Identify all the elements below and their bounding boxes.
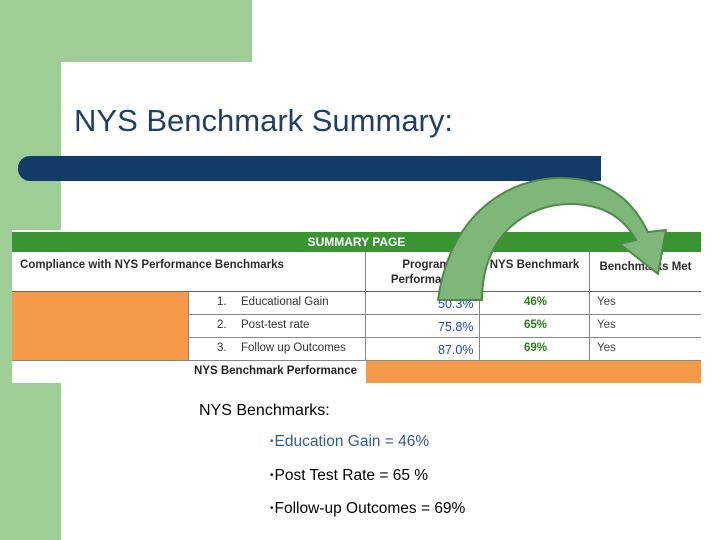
row-3-met: Yes [597, 342, 616, 354]
nys-benchmark-header: NYS Benchmark [489, 259, 580, 271]
row-3-benchmark: 69% [524, 342, 548, 354]
benchmark-item-1-text: Education Gain = 46% [274, 433, 430, 450]
row-label-header: Compliance with NYS Performance Benchmar… [20, 259, 284, 271]
grid-line [12, 360, 701, 361]
curved-arrow [437, 177, 667, 301]
grid-line [188, 314, 701, 315]
grid-line [188, 337, 701, 338]
grid-line [479, 252, 480, 360]
footer-label: NYS Benchmark Performance [12, 361, 365, 383]
row-2-program: 75.8% [438, 320, 474, 334]
slide-title: NYS Benchmark Summary: [74, 103, 453, 138]
grid-line [589, 252, 590, 360]
benchmark-item-3-text: Follow-up Outcomes = 69% [274, 500, 466, 517]
orange-block-left [12, 292, 188, 360]
row-1-num: 1. [217, 296, 227, 308]
benchmarks-met-header: Benchmarks Met [599, 261, 692, 273]
row-1-benchmark: 46% [524, 296, 548, 308]
row-1-met: Yes [597, 296, 616, 308]
row-1-label: Educational Gain [241, 296, 329, 308]
bullet-icon: • [270, 436, 274, 447]
bullet-icon: • [270, 503, 274, 514]
row-3-label: Follow up Outcomes [241, 342, 346, 354]
row-2-num: 2. [217, 319, 227, 331]
row-3-program: 87.0% [438, 343, 474, 357]
row-2-met: Yes [597, 319, 616, 331]
bullet-icon: • [270, 470, 274, 481]
benchmark-item-3: •Follow-up Outcomes = 69% [270, 500, 465, 518]
grid-line [365, 252, 366, 360]
table-header: SUMMARY PAGE [12, 232, 701, 252]
grid-line [188, 292, 189, 360]
benchmark-item-2: •Post Test Rate = 65 % [270, 467, 428, 485]
benchmark-item-2-text: Post Test Rate = 65 % [274, 467, 429, 484]
row-2-benchmark: 65% [524, 319, 548, 331]
arrow-body [437, 177, 667, 301]
benchmarks-title: NYS Benchmarks: [199, 402, 330, 419]
title-underline-bar [18, 156, 601, 181]
footer-label-text: NYS Benchmark Performance [194, 365, 357, 377]
benchmark-item-1: •Education Gain = 46% [270, 433, 429, 451]
row-2-label: Post-test rate [241, 319, 310, 331]
row-3-num: 3. [217, 342, 227, 354]
orange-footer-block [366, 361, 701, 383]
